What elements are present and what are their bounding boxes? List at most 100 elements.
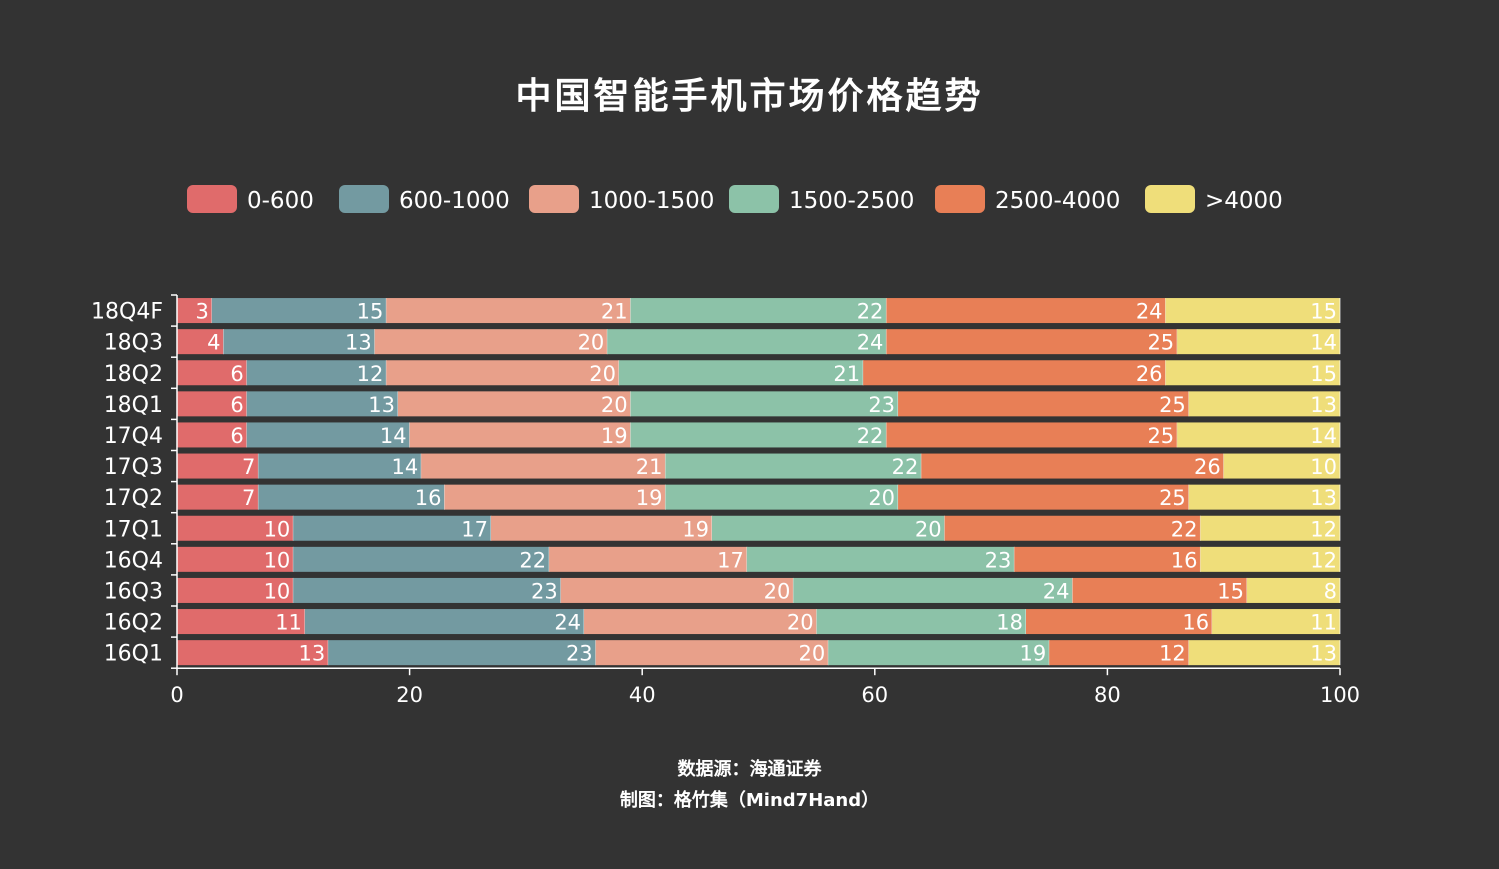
- data-label-16Q1-4: 12: [1159, 642, 1186, 666]
- bar-18Q3-2: [374, 329, 608, 355]
- bar-16Q2-1: [304, 609, 585, 635]
- data-label-16Q2-1: 24: [554, 611, 581, 635]
- data-label-17Q4-4: 25: [1147, 424, 1174, 448]
- y-tick-label-10: 16Q2: [104, 611, 163, 636]
- bar-17Q1-1: [293, 515, 492, 541]
- bar-17Q4-1: [246, 422, 410, 448]
- bar-17Q1-0: [177, 515, 294, 541]
- legend: 0-600 600-1000 1000-1500 1500-2500 2500-4000…: [187, 185, 1283, 214]
- bar-16Q3-4: [1072, 577, 1247, 603]
- source-note: 数据源：海通证券: [678, 758, 823, 780]
- bar-17Q1-5: [1200, 515, 1340, 541]
- data-label-18Q3-0: 4: [207, 331, 220, 355]
- bar-18Q3-4: [886, 329, 1178, 355]
- data-label-17Q4-2: 19: [601, 424, 628, 448]
- bar-16Q3-0: [177, 577, 294, 603]
- legend-swatch-4: [935, 185, 985, 213]
- data-label-17Q1-4: 22: [1171, 517, 1198, 541]
- data-label-17Q3-2: 21: [636, 455, 663, 479]
- data-label-18Q1-2: 20: [601, 393, 628, 417]
- data-label-16Q2-3: 18: [996, 611, 1023, 635]
- bar-17Q1-4: [944, 515, 1201, 541]
- data-label-17Q4-0: 6: [230, 424, 243, 448]
- bar-18Q4F-2: [386, 298, 631, 324]
- bar-16Q2-2: [584, 609, 817, 635]
- data-label-18Q4F-5: 15: [1310, 300, 1337, 324]
- y-tick-label-6: 17Q2: [104, 486, 163, 511]
- bar-16Q3-3: [793, 577, 1073, 603]
- legend-label-5: >4000: [1205, 188, 1283, 214]
- bar-17Q2-2: [444, 484, 666, 510]
- bar-17Q4-4: [886, 422, 1178, 448]
- bar-16Q4-0: [177, 546, 294, 572]
- data-label-18Q2-2: 20: [589, 362, 616, 386]
- data-label-17Q1-3: 20: [915, 517, 942, 541]
- data-label-17Q3-1: 14: [391, 455, 418, 479]
- data-label-18Q3-1: 13: [345, 331, 372, 355]
- bar-16Q2-4: [1025, 609, 1213, 635]
- data-label-17Q3-3: 22: [892, 455, 919, 479]
- data-label-17Q2-5: 13: [1310, 486, 1337, 510]
- data-label-17Q3-4: 26: [1194, 455, 1221, 479]
- data-label-18Q3-2: 20: [578, 331, 605, 355]
- bar-18Q2-4: [863, 360, 1166, 386]
- bar-16Q2-0: [177, 609, 305, 635]
- data-label-16Q1-2: 20: [799, 642, 826, 666]
- bar-18Q2-3: [618, 360, 864, 386]
- bar-16Q2-3: [816, 609, 1026, 635]
- bars: 3 15 21 22 24 15 4 13 20 24 25 14 6 12 20 21 26 15 6 13 20 23…: [177, 298, 1341, 666]
- x-axis: 0 20 40 60 80 100: [170, 667, 1360, 707]
- data-label-17Q2-2: 19: [636, 486, 663, 510]
- y-tick-label-2: 18Q2: [104, 362, 163, 387]
- legend-swatch-3: [729, 185, 779, 213]
- bar-16Q1-4: [1049, 640, 1189, 666]
- data-label-18Q1-1: 13: [368, 393, 395, 417]
- legend-label-4: 2500-4000: [995, 188, 1120, 214]
- x-tick-label-3: 60: [861, 683, 888, 707]
- data-label-18Q1-5: 13: [1310, 393, 1337, 417]
- bar-16Q1-1: [328, 640, 596, 666]
- y-axis: 18Q4F 18Q3 18Q2 18Q1 17Q4 17Q3 17Q2 17Q1 16Q4 16Q…: [91, 294, 178, 669]
- bar-18Q4F-5: [1165, 298, 1340, 324]
- bar-18Q4F-1: [211, 298, 387, 324]
- data-label-16Q4-2: 17: [717, 548, 744, 572]
- x-tick-label-1: 20: [396, 683, 423, 707]
- data-label-16Q2-2: 20: [787, 611, 814, 635]
- bar-17Q4-5: [1177, 422, 1340, 448]
- bar-18Q1-4: [898, 391, 1189, 417]
- chart-title: 中国智能手机市场价格趋势: [515, 76, 983, 117]
- bar-17Q3-2: [421, 453, 666, 479]
- bar-17Q3-3: [665, 453, 922, 479]
- data-label-16Q1-0: 13: [298, 642, 325, 666]
- data-label-17Q3-0: 7: [242, 455, 255, 479]
- bar-17Q4-2: [409, 422, 631, 448]
- data-label-17Q2-0: 7: [242, 486, 255, 510]
- y-tick-label-8: 16Q4: [104, 548, 163, 573]
- x-tick-label-0: 0: [170, 683, 183, 707]
- bar-18Q4F-4: [886, 298, 1166, 324]
- y-tick-label-3: 18Q1: [104, 393, 163, 418]
- x-tick-label-5: 100: [1320, 683, 1360, 707]
- x-tick-label-2: 40: [629, 683, 656, 707]
- data-label-16Q2-0: 11: [275, 611, 302, 635]
- y-tick-label-7: 17Q1: [104, 517, 163, 542]
- data-label-16Q3-4: 15: [1217, 579, 1244, 603]
- data-label-18Q4F-0: 3: [196, 300, 209, 324]
- bar-18Q4F-3: [630, 298, 887, 324]
- x-tick-label-4: 80: [1094, 683, 1121, 707]
- data-label-18Q2-5: 15: [1310, 362, 1337, 386]
- data-label-16Q3-5: 8: [1324, 579, 1337, 603]
- bar-16Q4-3: [746, 546, 1015, 572]
- bar-16Q3-2: [560, 577, 794, 603]
- data-label-16Q3-0: 10: [264, 579, 291, 603]
- bar-18Q2-2: [386, 360, 619, 386]
- bar-18Q1-5: [1188, 391, 1340, 417]
- data-label-17Q1-2: 19: [682, 517, 709, 541]
- data-label-18Q4F-3: 22: [857, 300, 884, 324]
- bar-17Q3-0: [177, 453, 259, 479]
- bar-17Q2-5: [1188, 484, 1340, 510]
- data-label-16Q2-5: 11: [1310, 611, 1337, 635]
- bar-18Q3-3: [607, 329, 887, 355]
- bar-18Q1-0: [177, 391, 247, 417]
